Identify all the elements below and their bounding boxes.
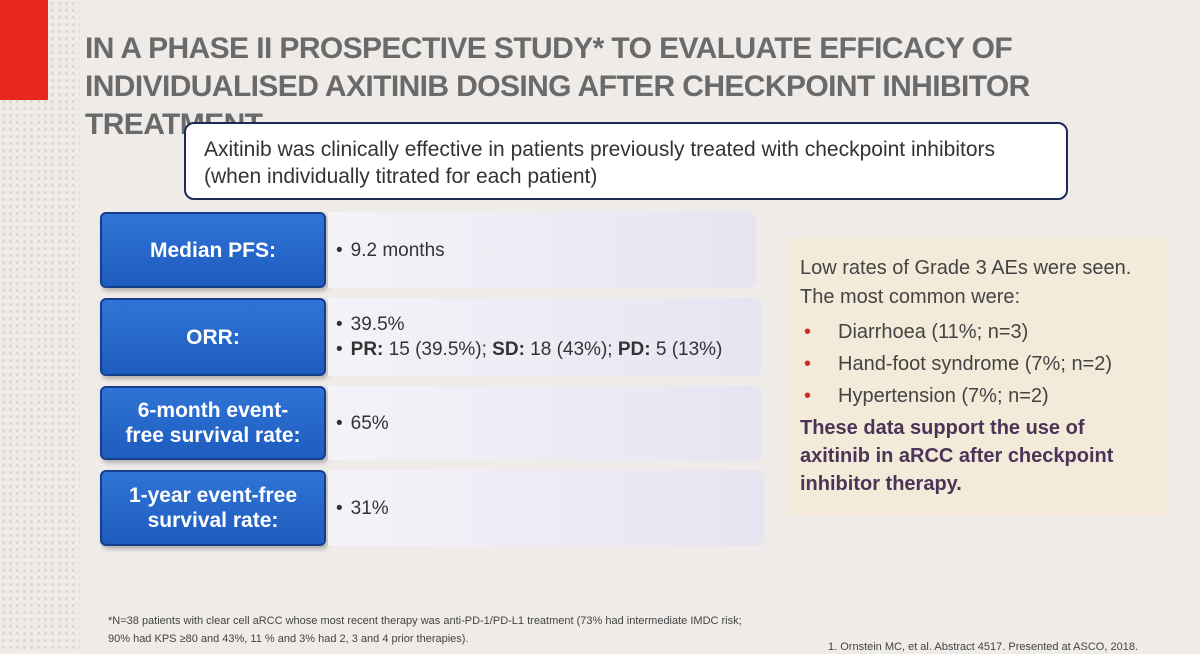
footnote: *N=38 patients with clear cell aRCC whos… — [108, 615, 742, 645]
result-value-box: 31% — [328, 470, 764, 546]
result-value-box: 39.5% PR: 15 (39.5%); SD: 18 (43%); PD: … — [328, 298, 762, 376]
conclusion-text: These data support the use of axitinib i… — [800, 417, 1114, 495]
list-item: Hand-foot syndrome (7%; n=2) — [800, 350, 1156, 378]
result-row-1-year-efs: 1-year event-free survival rate: 31% — [100, 470, 764, 546]
brand-red-block — [0, 0, 48, 100]
slide-title: IN A PHASE II PROSPECTIVE STUDY* TO EVAL… — [85, 32, 1030, 141]
ae-intro: Low rates of Grade 3 AEs were seen. The … — [800, 257, 1132, 308]
result-label: 1-year event-free survival rate: — [100, 470, 326, 546]
result-row-median-pfs: Median PFS: 9.2 months — [100, 212, 756, 288]
response-breakdown: PR: 15 (39.5%); SD: 18 (43%); PD: 5 (13%… — [336, 337, 762, 362]
result-value-box: 9.2 months — [328, 212, 756, 288]
result-row-6-month-efs: 6-month event-free survival rate: 65% — [100, 386, 762, 460]
callout-line-2: (when individually titrated for each pat… — [204, 165, 598, 188]
callout-line-1: Axitinib was clinically effective in pat… — [204, 138, 995, 161]
result-value: 39.5% — [336, 312, 762, 337]
list-item: Diarrhoea (11%; n=3) — [800, 318, 1156, 346]
key-message-callout: Axitinib was clinically effective in pat… — [184, 122, 1068, 200]
adverse-events-panel: Low rates of Grade 3 AEs were seen. The … — [788, 238, 1168, 516]
result-value: 65% — [336, 411, 762, 436]
result-row-orr: ORR: 39.5% PR: 15 (39.5%); SD: 18 (43%);… — [100, 298, 762, 376]
result-value-box: 65% — [328, 386, 762, 460]
result-label: ORR: — [100, 298, 326, 376]
list-item: Hypertension (7%; n=2) — [800, 382, 1156, 410]
result-value: 9.2 months — [336, 238, 756, 263]
result-value: 31% — [336, 496, 764, 521]
result-label: 6-month event-free survival rate: — [100, 386, 326, 460]
reference-citation: 1. Ornstein MC, et al. Abstract 4517. Pr… — [828, 641, 1138, 653]
ae-list: Diarrhoea (11%; n=3) Hand-foot syndrome … — [800, 318, 1156, 410]
hex-pattern-decoration — [0, 0, 80, 653]
result-label: Median PFS: — [100, 212, 326, 288]
